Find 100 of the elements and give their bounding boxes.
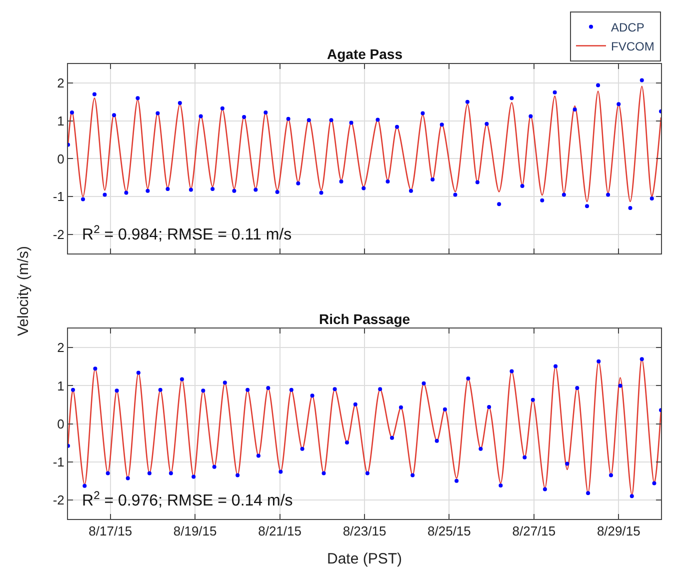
point bbox=[114, 388, 119, 393]
point bbox=[390, 436, 394, 440]
point bbox=[510, 369, 514, 374]
y-tick-label: 0 bbox=[57, 416, 64, 432]
point bbox=[420, 111, 425, 116]
point bbox=[398, 405, 403, 410]
point bbox=[146, 188, 150, 193]
point bbox=[147, 471, 152, 476]
point bbox=[386, 179, 390, 184]
point bbox=[180, 377, 184, 382]
point bbox=[378, 387, 382, 392]
point bbox=[616, 102, 621, 106]
point bbox=[232, 188, 236, 193]
point bbox=[475, 180, 480, 184]
point bbox=[332, 387, 337, 392]
point bbox=[422, 381, 426, 386]
point bbox=[112, 113, 116, 118]
point bbox=[365, 471, 370, 476]
point bbox=[93, 366, 98, 371]
annotation: R$^{2}$ = 0.976; RMSE = 0.14 m/s bbox=[82, 490, 293, 510]
point bbox=[586, 491, 590, 496]
point bbox=[618, 384, 622, 388]
point bbox=[376, 118, 380, 122]
point bbox=[136, 370, 140, 375]
point bbox=[552, 90, 557, 94]
point bbox=[640, 357, 644, 362]
y-axis-title: Velocity (m/s) bbox=[15, 246, 32, 336]
point bbox=[530, 398, 535, 402]
point bbox=[453, 192, 458, 197]
point bbox=[650, 196, 654, 200]
point bbox=[497, 202, 502, 206]
y-tick-label: -1 bbox=[52, 454, 64, 470]
point bbox=[126, 476, 130, 480]
point bbox=[220, 106, 224, 110]
point bbox=[454, 478, 459, 483]
point bbox=[430, 178, 435, 182]
point bbox=[484, 122, 489, 126]
point bbox=[210, 187, 215, 192]
chart-title: Rich Passage bbox=[319, 311, 410, 327]
point bbox=[322, 471, 326, 476]
legend-label: ADCP bbox=[611, 20, 644, 34]
point bbox=[156, 111, 160, 116]
point bbox=[408, 188, 413, 193]
x-tick-label: 8/17/15 bbox=[88, 524, 132, 539]
x-tick-label: 8/23/15 bbox=[342, 524, 386, 539]
point bbox=[498, 483, 503, 488]
point bbox=[166, 187, 170, 192]
annotation: R$^{2}$ = 0.984; RMSE = 0.11 m/s bbox=[82, 224, 292, 244]
y-tick-label: 1 bbox=[57, 113, 64, 128]
point bbox=[466, 376, 470, 380]
point bbox=[201, 388, 206, 393]
x-tick-label: 8/27/15 bbox=[512, 524, 556, 539]
point bbox=[540, 198, 544, 202]
point bbox=[242, 115, 246, 120]
point bbox=[410, 473, 415, 478]
point bbox=[82, 484, 87, 488]
point bbox=[345, 440, 349, 444]
point bbox=[630, 494, 634, 498]
point bbox=[275, 190, 280, 194]
point bbox=[596, 359, 601, 364]
point bbox=[168, 471, 173, 476]
point bbox=[652, 481, 656, 486]
x-axis-title: Date (PST) bbox=[326, 550, 402, 568]
y-tick-label: 1 bbox=[57, 378, 64, 394]
point bbox=[71, 388, 75, 392]
point bbox=[585, 204, 590, 208]
point bbox=[487, 405, 492, 410]
point bbox=[254, 188, 258, 192]
point bbox=[562, 192, 566, 197]
point bbox=[628, 206, 632, 210]
point bbox=[188, 188, 193, 192]
point bbox=[542, 487, 547, 492]
point bbox=[289, 388, 294, 392]
point bbox=[606, 192, 610, 197]
point bbox=[528, 114, 533, 118]
point bbox=[222, 380, 227, 385]
point bbox=[278, 470, 283, 474]
point bbox=[158, 388, 162, 392]
point bbox=[192, 474, 196, 479]
legend-label: FVCOM bbox=[611, 39, 654, 54]
x-tick-label: 8/29/15 bbox=[596, 524, 640, 539]
point bbox=[178, 101, 182, 106]
point bbox=[572, 107, 577, 112]
chart-title: Agate Pass bbox=[327, 46, 403, 62]
x-tick-label: 8/19/15 bbox=[173, 524, 217, 539]
y-tick-label: 2 bbox=[57, 340, 64, 356]
x-tick-label: 8/25/15 bbox=[428, 524, 471, 539]
y-tick-label: -2 bbox=[52, 227, 64, 242]
y-tick-label: -1 bbox=[52, 189, 64, 204]
point bbox=[246, 388, 250, 392]
point bbox=[554, 364, 558, 368]
point bbox=[565, 462, 570, 466]
point bbox=[300, 446, 304, 451]
point bbox=[609, 473, 613, 478]
point bbox=[575, 386, 580, 390]
y-tick-label: 2 bbox=[57, 75, 64, 90]
point bbox=[286, 116, 290, 121]
point bbox=[442, 407, 447, 412]
point bbox=[236, 473, 240, 478]
y-tick-label: -2 bbox=[52, 492, 64, 508]
